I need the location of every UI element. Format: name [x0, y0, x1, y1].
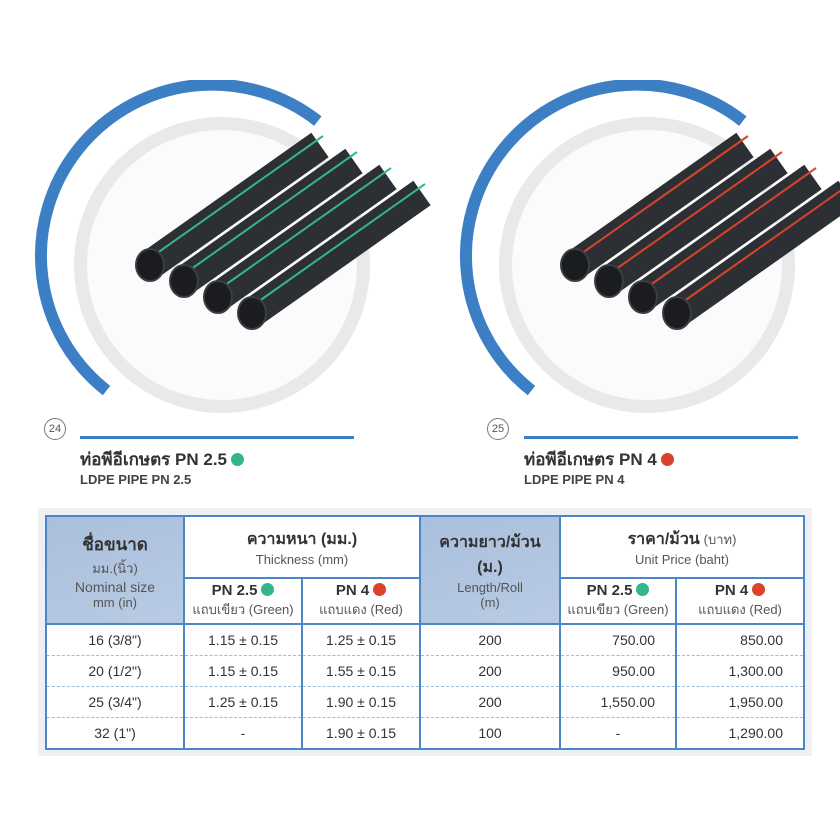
pipe-image-green: [35, 80, 431, 413]
table-row: 16 (3/8") 1.15 ± 0.15 1.25 ± 0.15 200 750.00…: [45, 623, 805, 656]
pipe-image-red: [460, 80, 840, 413]
pipe: [594, 264, 624, 298]
green-dot-icon: [636, 583, 650, 596]
price-pn25-header: PN 2.5 แถบเขียว (Green): [559, 577, 677, 625]
length-cell: 200: [419, 686, 561, 718]
pipe: [135, 248, 165, 282]
size-header: ชื่อขนาด มม.(นิ้ว) Nominal size mm (in): [45, 515, 185, 625]
pipe: [237, 296, 267, 330]
green-dot-icon: [261, 583, 275, 596]
pipe: [243, 180, 431, 326]
pipe: [209, 164, 397, 310]
thickness-pn25-header: PN 2.5 แถบเขียว (Green): [183, 577, 303, 625]
thickness-pn4-cell: 1.55 ± 0.15: [301, 655, 421, 687]
pipe: [611, 151, 783, 273]
size-cell: 25 (3/4"): [45, 686, 185, 718]
price-table-panel: ชื่อขนาด มม.(นิ้ว) Nominal size mm (in) …: [38, 508, 812, 756]
price-header: ราคา/ม้วน (บาท) Unit Price (baht): [559, 515, 805, 579]
price-pn25-cell: 1,550.00: [559, 686, 677, 718]
pipe: [679, 189, 840, 305]
divider: [80, 436, 354, 439]
length-cell: 100: [419, 717, 561, 750]
thickness-pn4-cell: 1.90 ± 0.15: [301, 717, 421, 750]
pipe: [662, 296, 692, 330]
pipe: [141, 132, 329, 278]
pipe: [175, 148, 363, 294]
pipe: [203, 280, 233, 314]
pipe: [600, 148, 788, 294]
table-row: 32 (1") -1.90 ± 0.15 100-1,290.00: [45, 717, 805, 750]
pipe: [634, 164, 822, 310]
table-row: 25 (3/4") 1.25 ± 0.15 1.90 ± 0.15 200 1,550.…: [45, 686, 805, 718]
price-pn4-cell: 1,950.00: [675, 686, 805, 718]
pipe: [577, 135, 749, 257]
pipe: [560, 248, 590, 282]
green-dot-icon: [231, 453, 245, 466]
pipe: [220, 167, 392, 289]
divider: [524, 436, 798, 439]
pipe: [152, 135, 324, 257]
product-images: [35, 80, 840, 413]
product-title-th: ท่อพีอีเกษตร PN 4: [524, 446, 674, 473]
thickness-pn25-cell: 1.25 ± 0.15: [183, 686, 303, 718]
thickness-pn4-cell: 1.25 ± 0.15: [301, 623, 421, 656]
thickness-pn4-cell: 1.90 ± 0.15: [301, 686, 421, 718]
pipe: [668, 180, 840, 326]
red-dot-icon: [373, 583, 387, 596]
length-cell: 200: [419, 655, 561, 687]
pipe: [628, 280, 658, 314]
product-title-en: LDPE PIPE PN 2.5: [80, 472, 192, 487]
price-pn4-cell: 850.00: [675, 623, 805, 656]
price-pn25-cell: -: [559, 717, 677, 750]
red-dot-icon: [752, 583, 766, 596]
length-cell: 200: [419, 623, 561, 656]
thickness-pn25-cell: 1.15 ± 0.15: [183, 655, 303, 687]
price-pn4-cell: 1,290.00: [675, 717, 805, 750]
pipe: [169, 264, 199, 298]
red-dot-icon: [660, 453, 674, 466]
price-pn4-header: PN 4 แถบแดง (Red): [675, 577, 805, 625]
price-pn4-cell: 1,300.00: [675, 655, 805, 687]
thickness-pn25-cell: -: [183, 717, 303, 750]
product-title-en: LDPE PIPE PN 4: [524, 472, 625, 487]
price-pn25-cell: 950.00: [559, 655, 677, 687]
pipe: [254, 183, 426, 305]
price-pn25-cell: 750.00: [559, 623, 677, 656]
table-row: 20 (1/2") 1.15 ± 0.15 1.55 ± 0.15 200 950.00…: [45, 655, 805, 687]
thickness-pn25-cell: 1.15 ± 0.15: [183, 623, 303, 656]
pipe: [566, 132, 754, 278]
size-cell: 16 (3/8"): [45, 623, 185, 656]
size-cell: 32 (1"): [45, 717, 185, 750]
pipe: [645, 167, 817, 289]
product-number: 24: [44, 418, 66, 440]
price-table: ชื่อขนาด มม.(นิ้ว) Nominal size mm (in) …: [45, 515, 805, 750]
pipe: [186, 151, 358, 273]
size-cell: 20 (1/2"): [45, 655, 185, 687]
product-title-th: ท่อพีอีเกษตร PN 2.5: [80, 446, 245, 473]
thickness-header: ความหนา (มม.) Thickness (mm): [183, 515, 421, 579]
product-number: 25: [487, 418, 509, 440]
thickness-pn4-header: PN 4 แถบแดง (Red): [301, 577, 421, 625]
length-header: ความยาว/ม้วน (ม.) Length/Roll (m): [419, 515, 561, 625]
